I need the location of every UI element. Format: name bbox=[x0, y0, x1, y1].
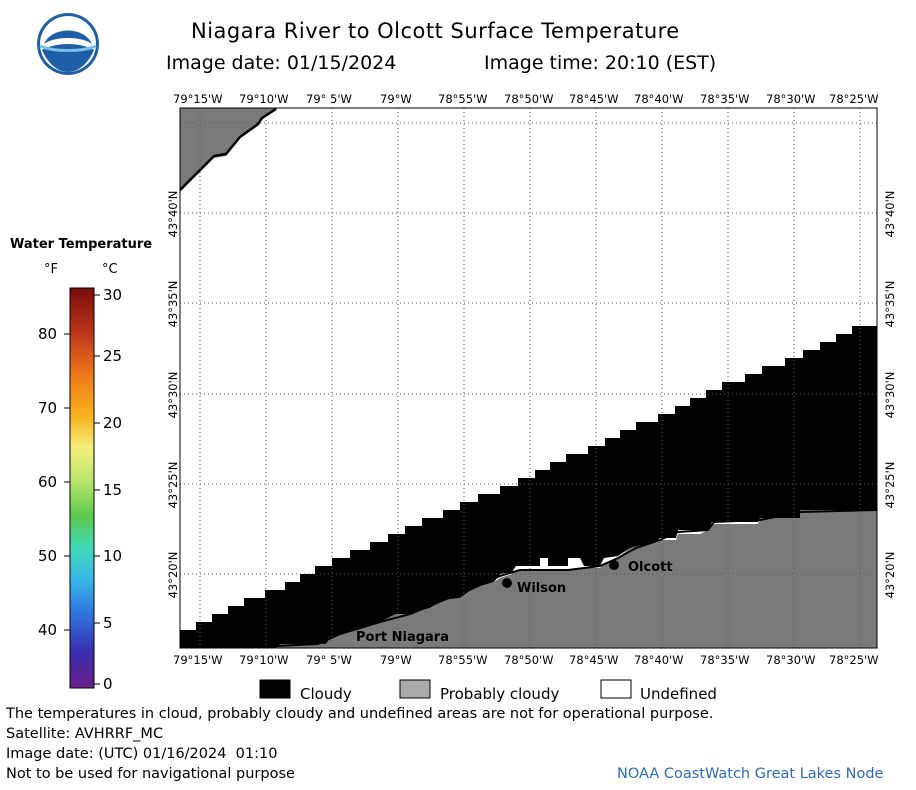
lat-label: 43°35'N bbox=[166, 280, 180, 328]
lon-label: 79°W bbox=[380, 653, 412, 667]
key-cloudy-swatch bbox=[259, 679, 291, 699]
lon-label: 79°10'W bbox=[239, 653, 289, 667]
olcott-marker bbox=[609, 560, 619, 570]
lat-label: 43°20'N bbox=[883, 551, 897, 599]
key-probably-cloudy-label: Probably cloudy bbox=[440, 685, 560, 703]
lon-label: 78°35'W bbox=[700, 92, 750, 106]
lon-label: 78°25'W bbox=[829, 92, 879, 106]
lon-label: 79° 5'W bbox=[306, 92, 352, 106]
colorbar-f-label: 80 bbox=[38, 325, 58, 343]
lon-label: 78°55'W bbox=[438, 92, 488, 106]
colorbar-c-label: 20 bbox=[103, 414, 123, 432]
noaa-logo-text: NOAA bbox=[55, 22, 81, 31]
lon-label: 78°50'W bbox=[504, 653, 554, 667]
colorbar-c-label: 15 bbox=[103, 481, 123, 499]
lon-label: 78°25'W bbox=[829, 653, 879, 667]
footer-nav-warning: Not to be used for navigational purpose bbox=[6, 766, 295, 782]
colorbar-c-label: 5 bbox=[103, 614, 113, 632]
lon-label: 78°40'W bbox=[634, 653, 684, 667]
lat-label: 43°25'N bbox=[883, 461, 897, 509]
colorbar-title: Water Temperature bbox=[10, 237, 153, 252]
probably-cloudy-region bbox=[180, 510, 877, 648]
lon-label: 78°50'W bbox=[504, 92, 554, 106]
lat-label: 43°30'N bbox=[166, 371, 180, 419]
footer-credit: NOAA CoastWatch Great Lakes Node bbox=[617, 766, 884, 782]
image-time: Image time: 20:10 (EST) bbox=[484, 52, 717, 74]
lat-label: 43°25'N bbox=[166, 461, 180, 509]
lat-label: 43°35'N bbox=[883, 280, 897, 328]
colorbar-unit-c: °C bbox=[102, 262, 118, 277]
colorbar-c-label: 30 bbox=[103, 286, 123, 304]
place-olcott: Olcott bbox=[628, 560, 673, 575]
lon-label: 79°W bbox=[380, 92, 412, 106]
lon-label: 79°10'W bbox=[239, 92, 289, 106]
noaa-logo-icon bbox=[37, 13, 99, 75]
colorbar-f-label: 50 bbox=[38, 547, 58, 565]
lon-label: 79°15'W bbox=[173, 92, 223, 106]
lat-label: 43°30'N bbox=[883, 371, 897, 419]
page-title: Niagara River to Olcott Surface Temperat… bbox=[191, 19, 680, 43]
cloudy-region bbox=[180, 326, 877, 648]
place-port-niagara: Port Niagara bbox=[356, 630, 449, 645]
lon-label: 78°30'W bbox=[766, 92, 816, 106]
map-frame bbox=[179, 107, 878, 649]
lon-label: 78°30'W bbox=[766, 653, 816, 667]
port-niagara-marker bbox=[320, 636, 328, 644]
wilson-marker bbox=[502, 578, 512, 588]
colorbar-f-label: 70 bbox=[38, 399, 58, 417]
lat-label: 43°40'N bbox=[883, 190, 897, 238]
lon-label: 79°15'W bbox=[173, 653, 223, 667]
footer-utc-date: Image date: (UTC) 01/16/2024 01:10 bbox=[6, 746, 278, 762]
place-wilson: Wilson bbox=[517, 581, 567, 596]
key-undefined-swatch bbox=[600, 679, 632, 699]
image-date: Image date: 01/15/2024 bbox=[166, 52, 397, 74]
lat-label: 43°40'N bbox=[166, 190, 180, 238]
key-undefined-label: Undefined bbox=[640, 685, 717, 703]
colorbar-ticks bbox=[64, 294, 100, 685]
colorbar-c-label: 0 bbox=[103, 675, 113, 693]
lon-label: 78°45'W bbox=[569, 92, 619, 106]
lon-label: 78°45'W bbox=[569, 653, 619, 667]
colorbar-f-label: 40 bbox=[38, 621, 58, 639]
footer-satellite: Satellite: AVHRRF_MC bbox=[6, 726, 164, 742]
lon-label: 78°55'W bbox=[438, 653, 488, 667]
lon-label: 79° 5'W bbox=[306, 653, 352, 667]
colorbar-f-label: 60 bbox=[38, 473, 58, 491]
graticule bbox=[180, 108, 877, 648]
lon-label: 78°40'W bbox=[634, 92, 684, 106]
colorbar-unit-f: °F bbox=[44, 262, 58, 277]
footer-disclaimer: The temperatures in cloud, probably clou… bbox=[6, 706, 714, 722]
lat-label: 43°20'N bbox=[166, 551, 180, 599]
noaa-logo: NOAA bbox=[36, 12, 100, 76]
lon-label: 78°35'W bbox=[700, 653, 750, 667]
key-cloudy-label: Cloudy bbox=[300, 685, 352, 703]
colorbar bbox=[69, 287, 95, 689]
colorbar-c-label: 25 bbox=[103, 347, 123, 365]
colorbar-c-label: 10 bbox=[103, 547, 123, 565]
key-probably-cloudy-swatch bbox=[399, 679, 431, 699]
